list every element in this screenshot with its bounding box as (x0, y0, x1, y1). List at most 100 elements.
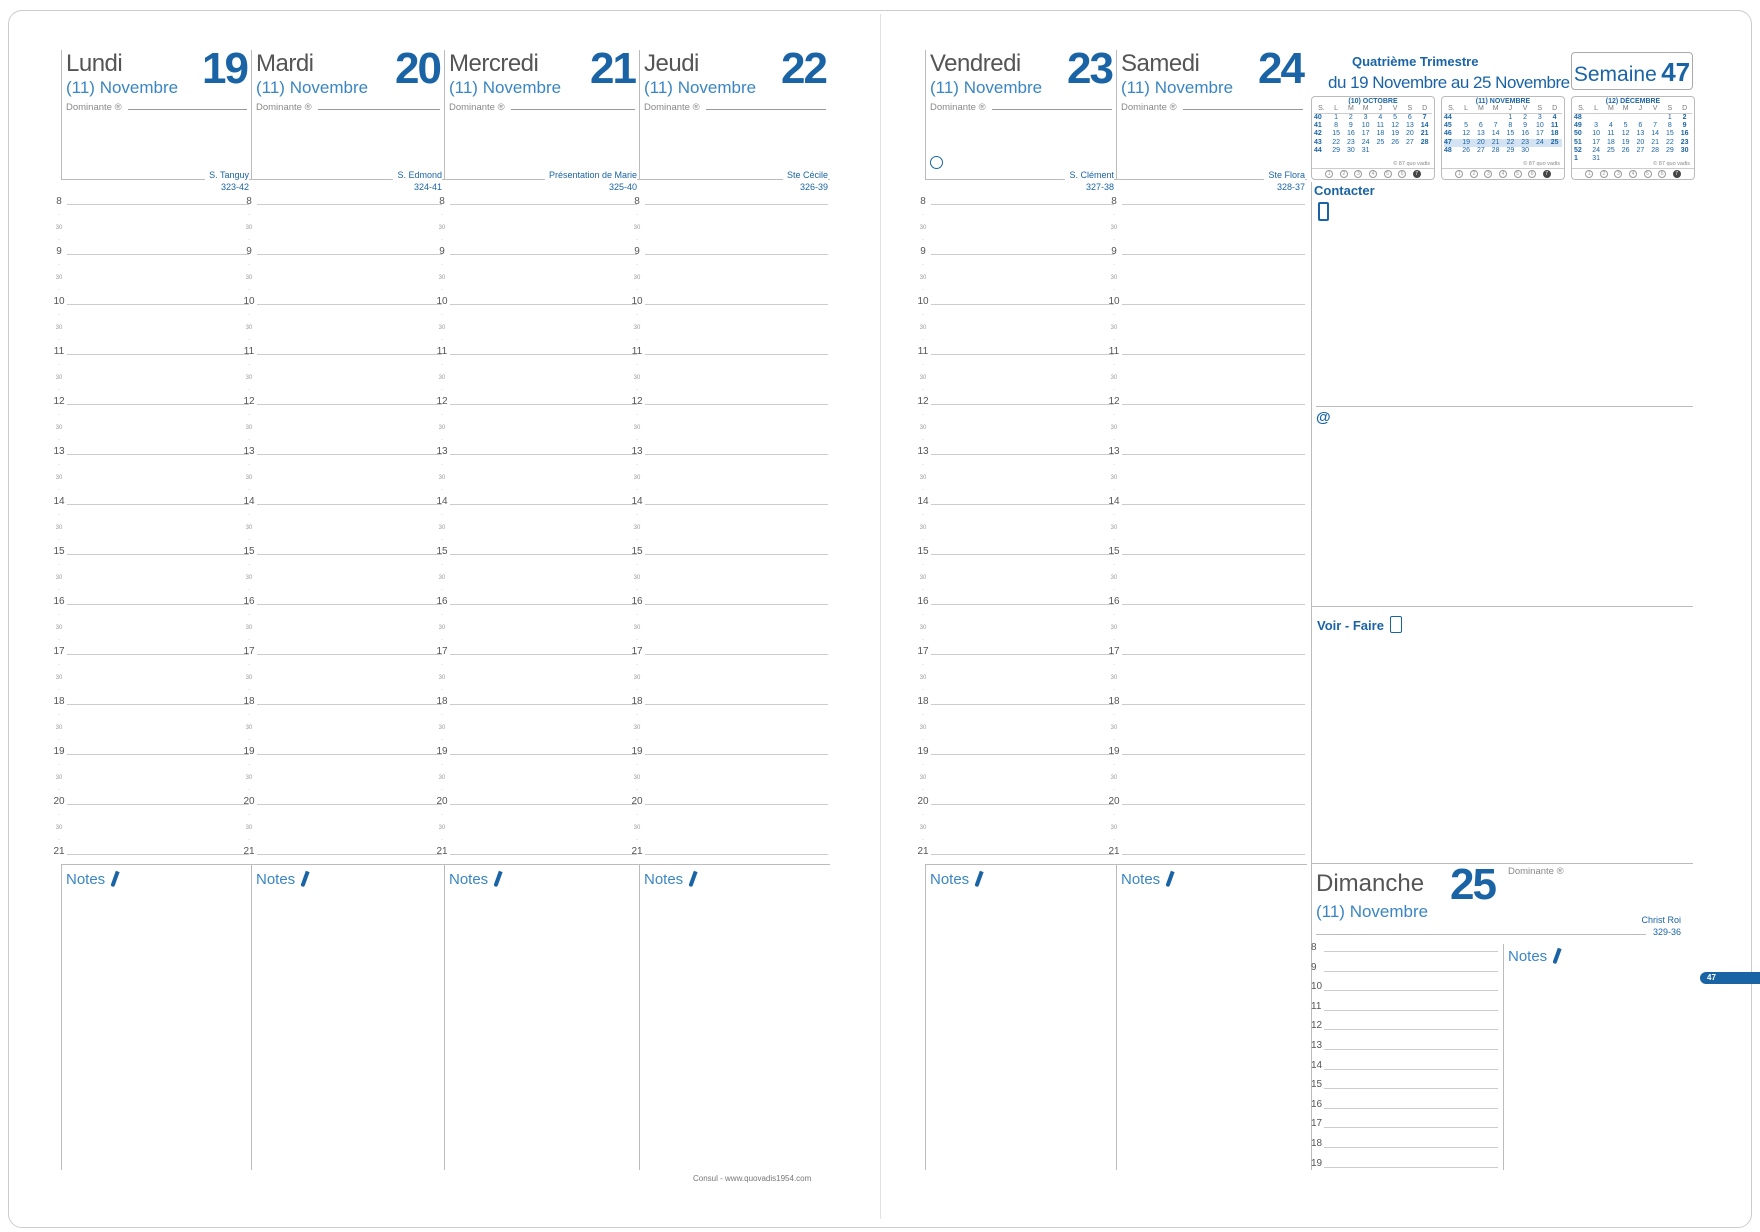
hour-line[interactable] (67, 354, 249, 355)
hour-line[interactable] (645, 404, 828, 405)
day-cell[interactable]: 11 (1376, 122, 1385, 130)
day-cell[interactable]: 15 (1332, 130, 1341, 138)
day-cell[interactable]: 7 (1422, 114, 1427, 121)
day-cell[interactable]: 19 (1458, 138, 1474, 147)
hour-line[interactable] (931, 354, 1114, 355)
hour-line[interactable] (257, 554, 442, 555)
day-cell[interactable]: 3 (1537, 114, 1542, 121)
notes-area[interactable]: Notes (925, 864, 1116, 1170)
hour-line[interactable] (67, 804, 249, 805)
hour-line[interactable] (450, 454, 637, 455)
hour-line[interactable] (931, 854, 1114, 855)
day-cell[interactable]: 16 (1346, 130, 1355, 138)
day-cell[interactable]: 18 (1606, 138, 1615, 146)
day-cell[interactable]: 6 (1638, 122, 1643, 130)
hour-line[interactable] (257, 604, 442, 605)
day-cell[interactable]: 7 (1653, 122, 1658, 130)
sunday-hour-line[interactable] (1324, 1009, 1498, 1011)
hour-line[interactable] (645, 454, 828, 455)
day-cell[interactable]: 29 (1506, 147, 1515, 155)
hour-line[interactable] (450, 254, 637, 255)
hour-line[interactable] (450, 754, 637, 755)
day-cell[interactable]: 18 (1376, 130, 1385, 138)
hour-line[interactable] (1122, 454, 1305, 455)
hour-line[interactable] (67, 654, 249, 655)
day-cell[interactable]: 24 (1532, 138, 1548, 147)
day-cell[interactable]: 31 (1592, 155, 1601, 163)
day-cell[interactable]: 2 (1682, 114, 1687, 121)
hour-line[interactable] (931, 204, 1114, 205)
hour-line[interactable] (257, 854, 442, 855)
week-tab[interactable]: 47 (1700, 972, 1760, 984)
hour-line[interactable] (67, 404, 249, 405)
day-cell[interactable]: 21 (1420, 130, 1429, 138)
day-cell[interactable]: 5 (1393, 114, 1398, 121)
day-cell[interactable]: 27 (1405, 138, 1414, 146)
day-cell[interactable]: 26 (1391, 138, 1400, 146)
hour-line[interactable] (1122, 554, 1305, 555)
day-cell[interactable]: 2 (1348, 114, 1353, 121)
hour-line[interactable] (450, 804, 637, 805)
day-cell[interactable]: 14 (1651, 130, 1660, 138)
day-cell[interactable]: 8 (1508, 122, 1513, 130)
hour-line[interactable] (1122, 254, 1305, 255)
hour-line[interactable] (67, 504, 249, 505)
sunday-hour-line[interactable] (1324, 951, 1498, 952)
day-cell[interactable]: 29 (1665, 147, 1674, 155)
hour-line[interactable] (645, 504, 828, 505)
hour-line[interactable] (1122, 504, 1305, 505)
hour-line[interactable] (645, 804, 828, 805)
day-cell[interactable]: 26 (1462, 147, 1471, 155)
day-cell[interactable]: 9 (1348, 122, 1353, 130)
day-cell[interactable]: 21 (1651, 138, 1660, 146)
hour-line[interactable] (257, 754, 442, 755)
hour-line[interactable] (257, 254, 442, 255)
day-cell[interactable]: 25 (1547, 138, 1562, 147)
sunday-hour-line[interactable] (1324, 1049, 1498, 1050)
hour-line[interactable] (645, 304, 828, 305)
hour-line[interactable] (1122, 404, 1305, 405)
day-cell[interactable]: 19 (1391, 130, 1400, 138)
day-cell[interactable]: 5 (1464, 122, 1469, 130)
hour-line[interactable] (931, 754, 1114, 755)
hour-line[interactable] (645, 554, 828, 555)
hour-line[interactable] (645, 654, 828, 655)
day-cell[interactable]: 1 (1334, 114, 1339, 121)
day-cell[interactable]: 11 (1607, 130, 1615, 138)
hour-line[interactable] (645, 354, 828, 355)
day-cell[interactable]: 25 (1606, 147, 1615, 155)
sunday-hour-line[interactable] (1324, 1088, 1498, 1090)
sunday-hour-line[interactable] (1324, 970, 1498, 972)
day-cell[interactable]: 16 (1521, 130, 1530, 138)
day-cell[interactable]: 25 (1376, 138, 1385, 146)
hour-line[interactable] (931, 804, 1114, 805)
day-cell[interactable]: 23 (1517, 138, 1533, 147)
day-cell[interactable]: 3 (1594, 122, 1599, 130)
notes-area[interactable]: Notes (251, 864, 444, 1170)
hour-line[interactable] (1122, 804, 1305, 805)
notes-area[interactable]: Notes (639, 864, 830, 1170)
hour-line[interactable] (1122, 704, 1305, 705)
hour-line[interactable] (67, 304, 249, 305)
hour-line[interactable] (67, 204, 249, 205)
hour-line[interactable] (257, 804, 442, 805)
day-cell[interactable]: 27 (1636, 147, 1645, 155)
day-cell[interactable]: 13 (1636, 130, 1645, 138)
day-cell[interactable]: 22 (1503, 138, 1518, 147)
day-cell[interactable]: 1 (1667, 114, 1672, 121)
day-cell[interactable]: 24 (1592, 147, 1601, 155)
hour-line[interactable] (450, 654, 637, 655)
hour-line[interactable] (931, 504, 1114, 505)
day-cell[interactable]: 12 (1391, 122, 1400, 130)
hour-line[interactable] (450, 304, 637, 305)
hour-line[interactable] (645, 704, 828, 705)
day-cell[interactable]: 14 (1420, 122, 1429, 130)
hour-line[interactable] (450, 604, 637, 605)
hour-line[interactable] (931, 704, 1114, 705)
day-cell[interactable]: 9 (1523, 122, 1528, 130)
day-cell[interactable]: 31 (1361, 147, 1370, 155)
day-cell[interactable]: 10 (1361, 122, 1370, 130)
day-cell[interactable]: 10 (1592, 130, 1601, 138)
hour-line[interactable] (257, 354, 442, 355)
hour-line[interactable] (1122, 604, 1305, 605)
